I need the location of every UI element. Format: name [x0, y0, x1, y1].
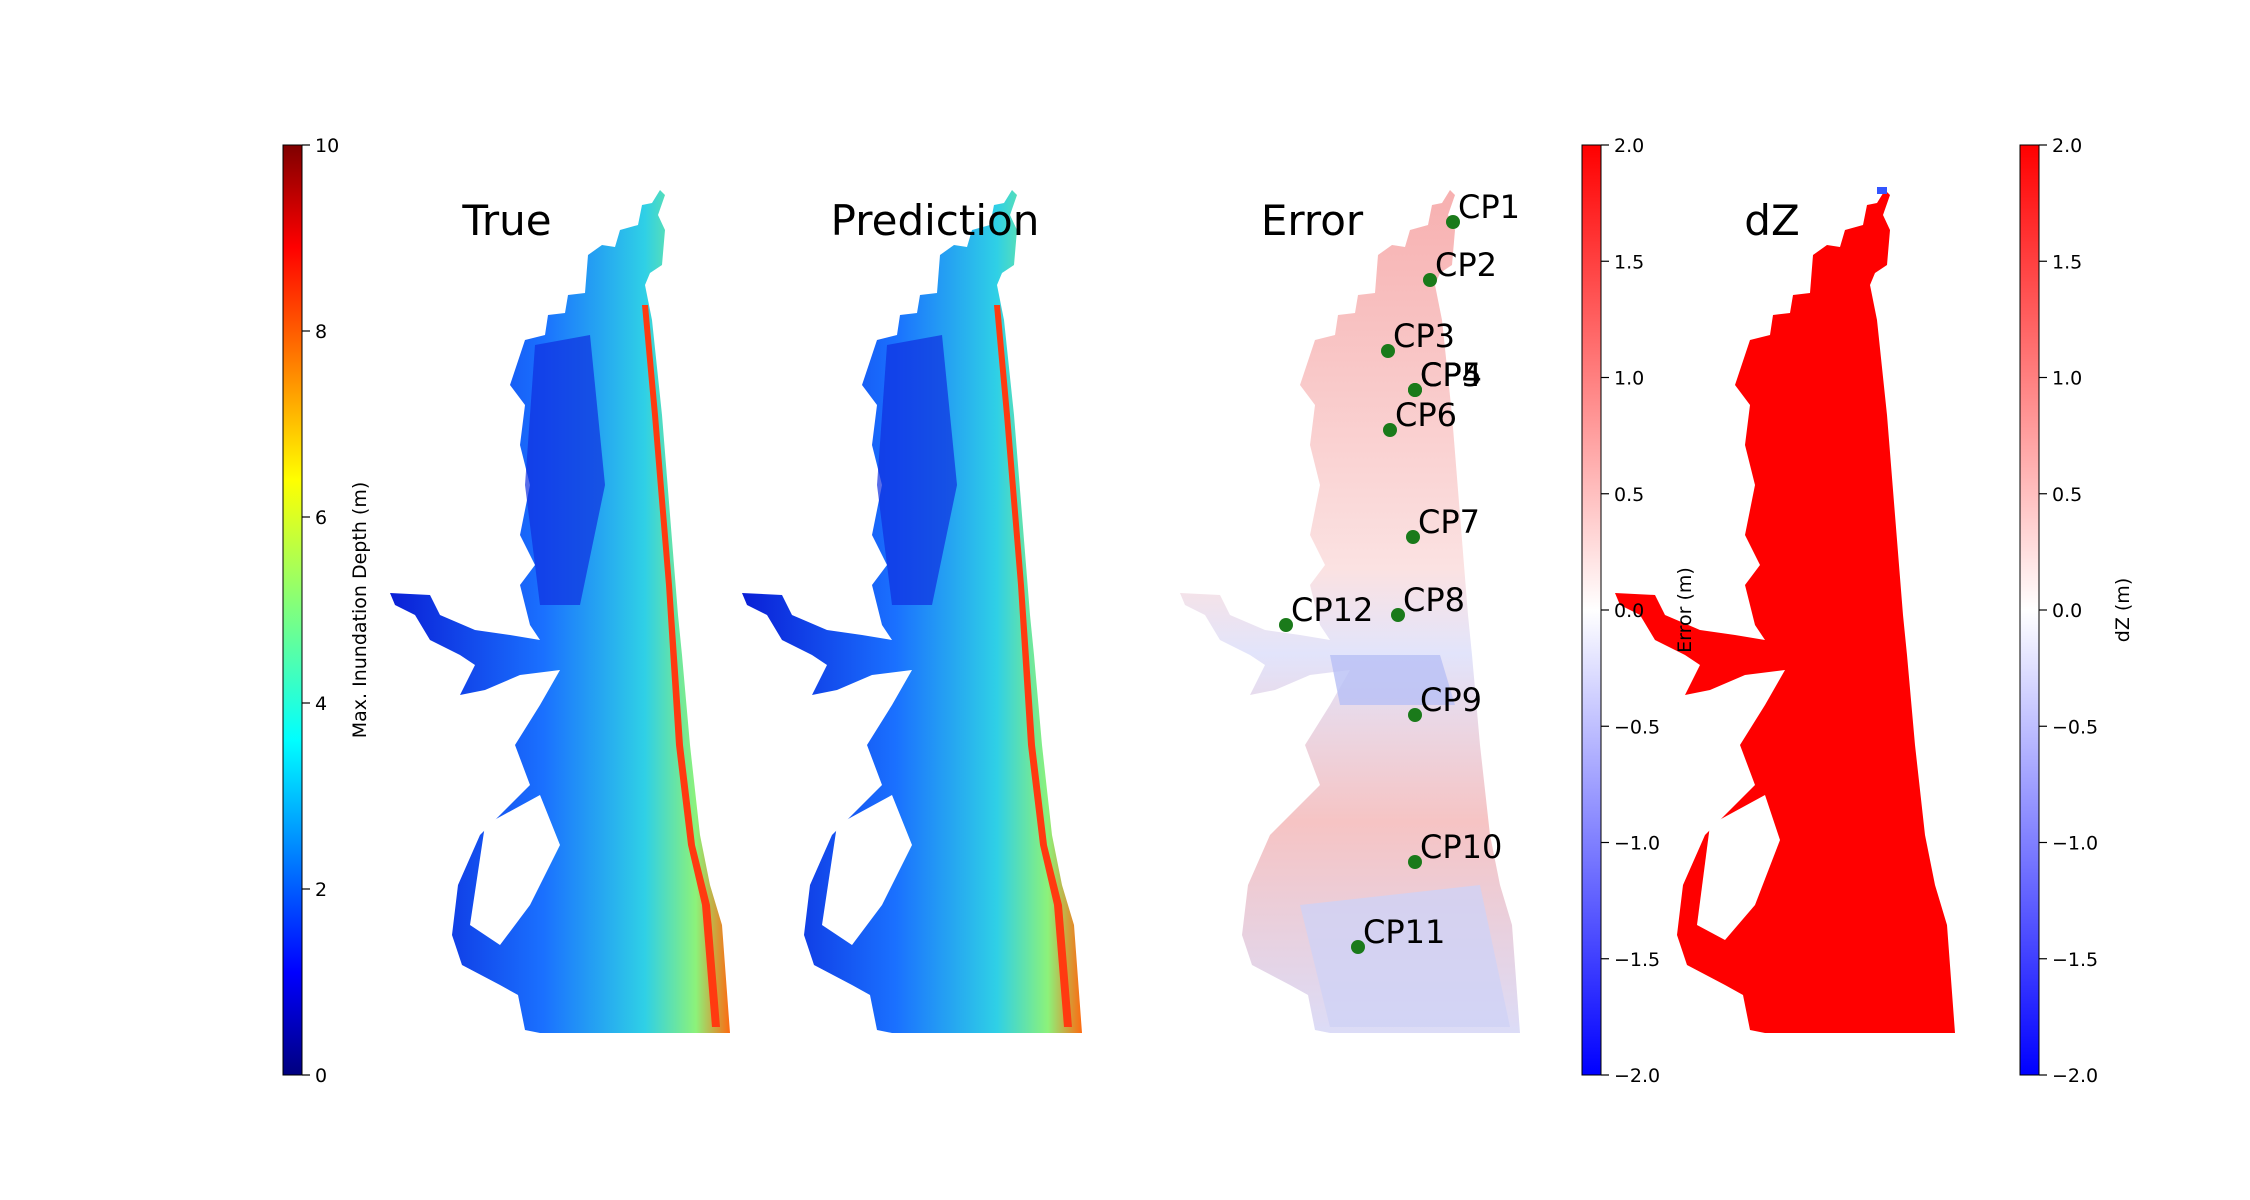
- negative-error-band: [1330, 655, 1455, 705]
- control-point-cp12: CP12: [1279, 591, 1373, 632]
- colorbar-tick-label: 0.0: [1614, 600, 1644, 622]
- colorbar-tick-label: 1.5: [2052, 251, 2082, 273]
- control-point-cp2: CP2: [1423, 246, 1497, 287]
- colorbar-tick-label: 2: [315, 879, 327, 901]
- control-point-cp8: CP8: [1391, 581, 1465, 622]
- control-point-label: CP10: [1420, 828, 1502, 866]
- control-point-label: CP9: [1420, 681, 1482, 719]
- panel-title-dz: dZ: [1744, 196, 1799, 245]
- inland-deep-blue: [525, 335, 605, 605]
- dz-map: [1615, 187, 1955, 1033]
- control-point-label: CP5: [1420, 356, 1482, 394]
- colorbar-depth: 0 2 4 6 8 10 Max. Inundation Depth (m): [282, 135, 371, 1087]
- control-point-cp5: CP5: [1408, 356, 1482, 397]
- control-point-label: CP12: [1291, 591, 1373, 629]
- colorbar-tick-label: −1.0: [2052, 833, 2098, 855]
- colorbar-tick-label: 1.0: [1614, 368, 1644, 390]
- colorbar-tick-label: 1.0: [2052, 368, 2082, 390]
- negative-error-south: [1300, 885, 1510, 1027]
- control-point-cp6: CP6: [1383, 396, 1457, 437]
- colorbar-tick-label: −2.0: [2052, 1065, 2098, 1087]
- colorbar-tick-label: 0.0: [2052, 600, 2082, 622]
- control-point-label: CP3: [1393, 317, 1455, 355]
- colorbar-tick-label: −1.0: [1614, 833, 1660, 855]
- colorbar-tick-label: 0.5: [1614, 484, 1644, 506]
- control-point-label: CP8: [1403, 581, 1465, 619]
- control-point-cp11: CP11: [1351, 913, 1445, 954]
- control-point-label: CP6: [1395, 396, 1457, 434]
- control-point-marker: [1423, 273, 1437, 287]
- coastline-deep: [994, 305, 1072, 1027]
- panel-title-true: True: [461, 196, 551, 245]
- control-point-label: CP4: [1420, 356, 1482, 394]
- colorbar-tick-label: 0.5: [2052, 484, 2082, 506]
- colorbar-tick-label: −0.5: [2052, 716, 2098, 738]
- colorbar-tick-label: 6: [315, 507, 327, 529]
- panel-title-error: Error: [1261, 196, 1364, 245]
- true-map: [390, 190, 730, 1033]
- inland-deep-blue: [877, 335, 957, 605]
- control-point-marker: [1383, 423, 1397, 437]
- colorbar-tick-label: 8: [315, 321, 327, 343]
- negative-dz-spot: [1877, 187, 1887, 194]
- colorbar-tick-label: 2.0: [2052, 135, 2082, 157]
- control-point-cp9: CP9: [1408, 681, 1482, 722]
- colorbar-tick-label: 2.0: [1614, 135, 1644, 157]
- prediction-map: [742, 190, 1082, 1033]
- control-point-cp3: CP3: [1381, 317, 1455, 358]
- colorbar-tick-label: 10: [315, 135, 339, 157]
- control-point-cp10: CP10: [1408, 828, 1502, 869]
- control-point-marker: [1391, 608, 1405, 622]
- panel-true: True: [390, 190, 730, 1033]
- error-map: [1180, 190, 1520, 1033]
- colorbar-depth-bar: [282, 144, 303, 1076]
- control-point-marker: [1408, 855, 1422, 869]
- colorbar-error: −2.0 −1.5 −1.0 −0.5 0.0 0.5 1.0 1.5 2.0 Error (m…: [1581, 135, 1696, 1087]
- control-point-marker: [1351, 940, 1365, 954]
- colorbar-tick-label: 4: [315, 693, 327, 715]
- control-point-marker: [1408, 708, 1422, 722]
- control-point-marker: [1408, 383, 1422, 397]
- colorbar-tick-label: 0: [315, 1065, 327, 1087]
- colorbar-dz-bar: [2019, 144, 2040, 1076]
- colorbar-tick-label: −2.0: [1614, 1065, 1660, 1087]
- coastline-deep: [642, 305, 720, 1027]
- colorbar-tick-label: 1.5: [1614, 251, 1644, 273]
- colorbar-tick-label: −1.5: [2052, 949, 2098, 971]
- panel-dz: dZ: [1615, 187, 1955, 1033]
- colorbar-tick-label: −0.5: [1614, 716, 1660, 738]
- control-point-marker: [1446, 215, 1460, 229]
- dry-area: [470, 795, 560, 945]
- control-point-label: CP1: [1458, 188, 1520, 226]
- colorbar-depth-label: Max. Inundation Depth (m): [349, 482, 371, 738]
- colorbar-error-bar: [1581, 144, 1602, 1076]
- control-point-cp1: CP1: [1446, 188, 1520, 229]
- control-point-label: CP2: [1435, 246, 1497, 284]
- control-point-marker: [1279, 618, 1293, 632]
- panel-title-prediction: Prediction: [831, 196, 1040, 245]
- dry-area: [822, 795, 912, 945]
- colorbar-dz-label: dZ (m): [2112, 578, 2134, 642]
- dry-area: [1697, 795, 1780, 940]
- colorbar-dz: −2.0 −1.5 −1.0 −0.5 0.0 0.5 1.0 1.5 2.0 dZ (m): [2019, 135, 2134, 1087]
- control-point-cp7: CP7: [1406, 503, 1480, 544]
- control-point-label: CP7: [1418, 503, 1480, 541]
- control-point-marker: [1381, 344, 1395, 358]
- control-point-marker: [1406, 530, 1420, 544]
- control-point-label: CP11: [1363, 913, 1445, 951]
- panel-prediction: Prediction: [742, 190, 1082, 1033]
- colorbar-tick-label: −1.5: [1614, 949, 1660, 971]
- colorbar-error-label: Error (m): [1674, 567, 1696, 653]
